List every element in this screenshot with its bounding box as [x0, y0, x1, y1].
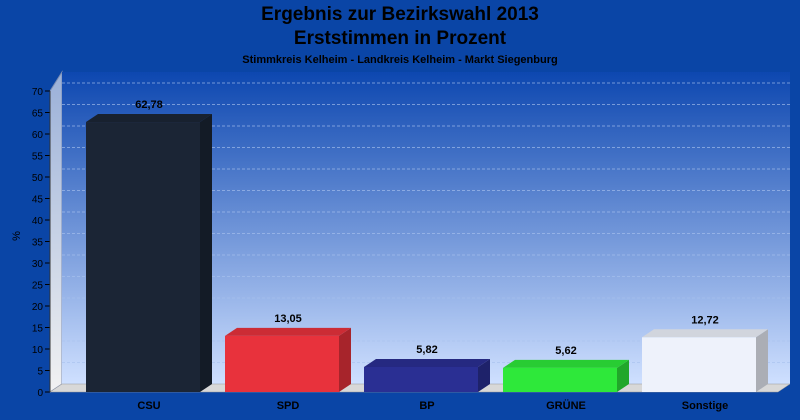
bar-front	[364, 366, 478, 392]
bar-front	[503, 367, 617, 392]
y-tick-label: 30	[32, 259, 44, 270]
bar-spd	[225, 327, 351, 392]
y-tick-label: 5	[37, 367, 43, 378]
x-tick-label: SPD	[277, 400, 300, 412]
bar-top	[225, 327, 351, 336]
bar-top	[86, 114, 212, 123]
bar-bp	[364, 358, 490, 392]
y-tick-label: 55	[32, 152, 44, 163]
x-tick-label: BP	[419, 400, 434, 412]
data-label: 13,05	[274, 313, 302, 325]
bar-top	[364, 358, 490, 367]
bar-front	[642, 337, 756, 392]
bar-top	[503, 359, 629, 368]
y-tick-label: 10	[32, 345, 44, 356]
y-tick-label: 20	[32, 302, 44, 313]
bar-front	[86, 122, 200, 393]
y-tick-label: 45	[32, 195, 44, 206]
data-label: 5,82	[416, 344, 437, 356]
y-tick-label: 65	[32, 109, 44, 120]
data-label: 12,72	[691, 314, 719, 326]
chart-caption: Stimmkreis Kelheim - Landkreis Kelheim -…	[242, 54, 558, 66]
data-label: 5,62	[555, 345, 576, 357]
y-tick-label: 0	[37, 388, 43, 399]
bar-top	[642, 329, 768, 338]
data-label: 62,78	[135, 99, 163, 111]
y-axis-label: %	[11, 231, 23, 241]
bar-side	[617, 359, 629, 392]
x-tick-label: GRÜNE	[546, 399, 586, 412]
y-tick-label: 40	[32, 216, 44, 227]
bar-gr-ne	[503, 359, 629, 392]
bar-side	[756, 329, 768, 392]
bar-csu	[86, 114, 212, 393]
y-tick-label: 50	[32, 173, 44, 184]
y-tick-label: 70	[32, 87, 44, 98]
y-tick-label: 35	[32, 238, 44, 249]
y-tick-label: 25	[32, 281, 44, 292]
chart-subtitle: Erststimmen in Prozent	[293, 28, 507, 49]
y-tick-label: 60	[32, 130, 44, 141]
bar-sonstige	[642, 329, 768, 392]
chart-title: Ergebnis zur Bezirkswahl 2013	[261, 4, 539, 25]
x-tick-label: Sonstige	[682, 400, 728, 412]
bar-side	[339, 327, 351, 392]
bar-front	[225, 335, 339, 392]
plot-side-wall	[49, 70, 63, 393]
bar-side	[478, 358, 490, 392]
y-tick-label: 15	[32, 324, 44, 335]
x-tick-label: CSU	[137, 400, 160, 412]
bar-side	[200, 114, 212, 393]
